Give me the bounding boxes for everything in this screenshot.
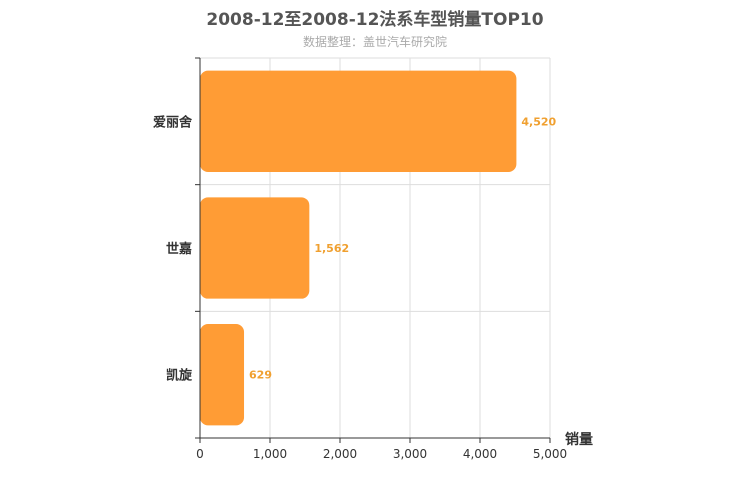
x-tick-label: 5,000 xyxy=(533,447,567,461)
x-axis-title: 销量 xyxy=(565,431,593,448)
x-tick-label: 3,000 xyxy=(393,447,427,461)
x-tick-label: 4,000 xyxy=(463,447,497,461)
x-tick-label: 2,000 xyxy=(323,447,357,461)
bar-value-label: 4,520 xyxy=(521,115,556,128)
bar-value-label: 629 xyxy=(249,369,272,382)
y-tick-label: 凯旋 xyxy=(166,368,193,384)
bars: 4,520 1,562 629 xyxy=(200,70,557,426)
chart-subtitle: 数据整理：盖世汽车研究院 xyxy=(302,35,447,49)
y-tick-label: 世嘉 xyxy=(166,241,192,257)
bar xyxy=(200,324,245,426)
x-tick-label: 1,000 xyxy=(253,447,287,461)
y-tick-label: 爱丽舍 xyxy=(153,114,193,130)
bar-value-label: 1,562 xyxy=(314,242,349,255)
x-tick-label: 0 xyxy=(196,447,204,461)
chart-title: 2008-12至2008-12法系车型销量TOP10 xyxy=(206,10,544,30)
bar xyxy=(200,197,310,299)
bar xyxy=(200,70,517,172)
